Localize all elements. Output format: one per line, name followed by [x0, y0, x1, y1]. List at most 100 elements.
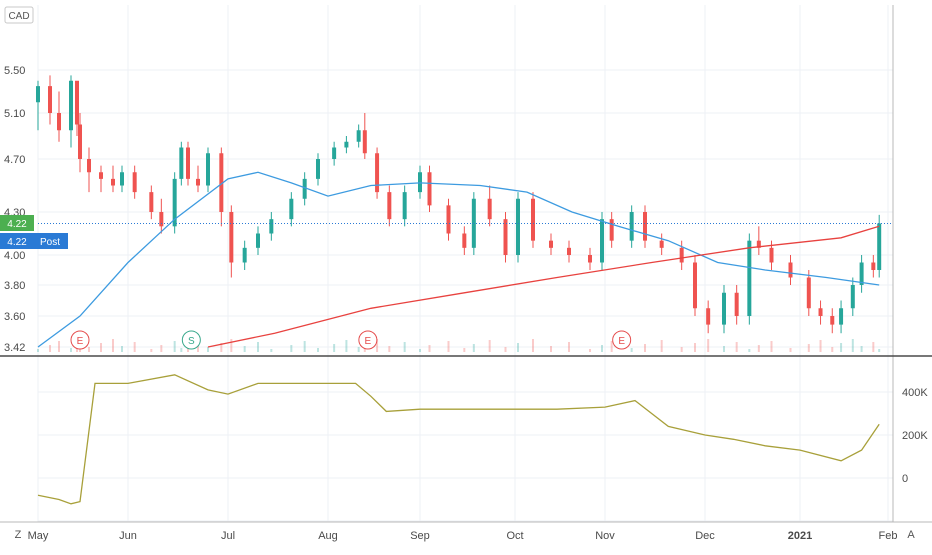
candle-body — [609, 219, 614, 241]
volume-bar — [589, 349, 591, 352]
volume-bar — [707, 339, 710, 352]
volume-bar — [735, 342, 738, 352]
volume-bar — [243, 346, 246, 352]
candle-body — [159, 212, 164, 227]
y-tick-label: 4.70 — [4, 154, 25, 166]
event-label: E — [77, 336, 84, 347]
candle-body — [531, 198, 535, 241]
indicator-tick-label: 200K — [902, 430, 928, 442]
candle-body — [446, 205, 451, 234]
y-tick-label: 5.50 — [4, 65, 25, 77]
volume-bar — [419, 349, 421, 352]
post-tag-label: Post — [40, 237, 60, 248]
event-label: S — [188, 336, 195, 347]
candle-body — [600, 219, 604, 263]
candle-body — [516, 198, 520, 255]
volume-bar — [550, 346, 552, 352]
volume-bar — [376, 339, 379, 352]
volume-bar — [851, 339, 854, 352]
volume-bar — [488, 340, 491, 352]
volume-bar — [70, 348, 72, 352]
candle-body — [567, 247, 571, 255]
grid-lines — [37, 5, 893, 522]
candle-body — [111, 178, 115, 186]
volume-bars — [37, 339, 881, 352]
volume-bar — [428, 345, 431, 352]
indicator-pane — [37, 374, 880, 505]
x-tick-label: Jul — [221, 530, 235, 542]
volume-bar — [317, 348, 319, 352]
post-tag-box — [0, 233, 68, 249]
volume-bar — [121, 346, 123, 352]
x-tick-label: Jun — [119, 530, 137, 542]
volume-bar — [58, 341, 60, 352]
volume-bar — [150, 349, 153, 352]
candle-body — [747, 240, 752, 316]
volume-bar — [333, 344, 336, 352]
x-tick-label: Sep — [410, 530, 430, 542]
indicator-tick-label: 0 — [902, 473, 908, 485]
candle-body — [629, 212, 634, 241]
currency-badge[interactable]: CAD — [8, 11, 29, 22]
x-tick-label: Oct — [506, 530, 523, 542]
volume-bar — [303, 341, 306, 352]
ma-fast-line — [37, 171, 880, 348]
volume-bar — [757, 345, 760, 352]
x-tick-label: Feb — [879, 530, 898, 542]
y-tick-label: 3.80 — [4, 280, 25, 292]
candle-body — [48, 86, 52, 113]
volume-bar — [270, 349, 273, 352]
volume-bar — [345, 340, 348, 352]
auto-scale-button[interactable]: A — [907, 529, 915, 541]
event-marker — [70, 330, 90, 350]
price-tag-box — [0, 215, 34, 231]
candle-body — [769, 247, 774, 263]
volume-bar — [472, 344, 475, 352]
y-tick-label: 3.60 — [4, 311, 25, 323]
volume-bar — [133, 342, 136, 352]
volume-bar — [680, 347, 683, 352]
volume-bar — [173, 341, 176, 352]
volume-bar — [840, 343, 843, 352]
ma-slow-line — [207, 225, 880, 348]
event-marker — [181, 330, 201, 350]
volume-bar — [807, 344, 810, 352]
candle-body — [132, 172, 137, 193]
event-marker — [358, 330, 378, 350]
volume-bar — [290, 345, 293, 352]
candle-body — [756, 240, 761, 248]
event-label: E — [365, 336, 372, 347]
volume-bar — [532, 339, 534, 352]
candle-body — [427, 172, 432, 206]
candle-body — [99, 172, 103, 179]
volume-bar — [568, 342, 570, 352]
volume-bar — [601, 345, 603, 352]
candle-body — [487, 198, 492, 220]
candle-body — [172, 178, 177, 227]
candle-body — [859, 262, 864, 285]
candle-body — [344, 141, 349, 148]
candle-body — [503, 219, 508, 255]
candle-body — [289, 198, 294, 220]
candle-body — [806, 277, 811, 309]
volume-bar — [463, 348, 466, 352]
price-tag: 4.22 — [7, 219, 27, 230]
candle-body — [549, 240, 553, 248]
volume-bar — [831, 347, 834, 352]
candle-body — [149, 192, 154, 212]
candle-body — [588, 255, 592, 263]
candle-body — [196, 178, 200, 186]
candle-body — [871, 262, 876, 270]
candle-body — [462, 233, 467, 248]
candle-body — [850, 285, 855, 309]
currency-badge-box[interactable] — [4, 6, 34, 24]
candle-body — [120, 172, 124, 186]
event-marker — [612, 330, 632, 350]
left-scale-button[interactable]: Z — [15, 529, 22, 541]
candle-body — [78, 124, 82, 159]
volume-bar — [504, 347, 507, 352]
event-label: E — [618, 336, 625, 347]
volume-bar — [694, 343, 696, 352]
